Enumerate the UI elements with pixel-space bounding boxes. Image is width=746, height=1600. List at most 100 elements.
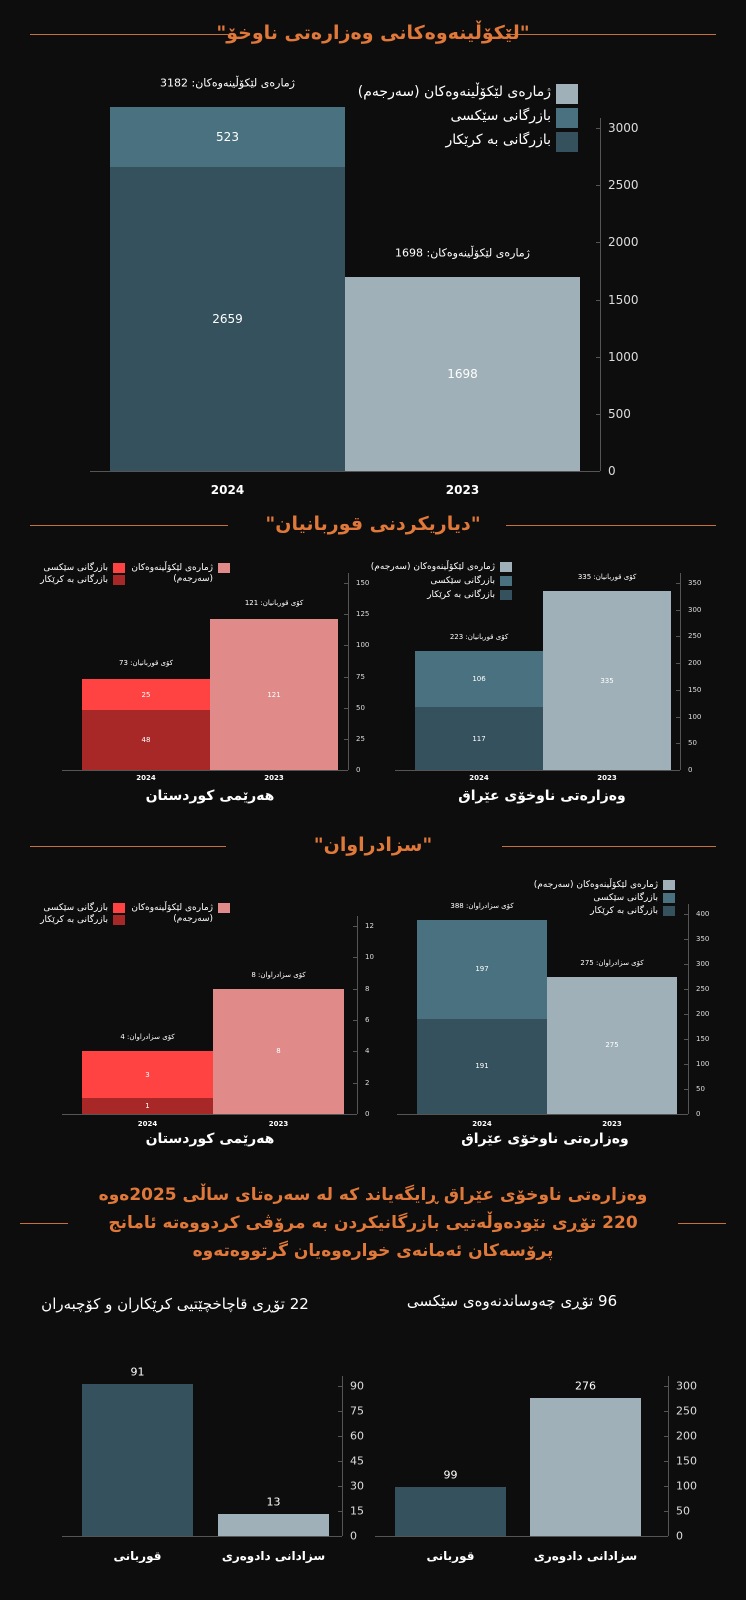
chart-legend: بازرگانی سێکسی بازرگانی بە کرێکار <box>40 563 125 587</box>
y-tick-label: 3000 <box>608 121 639 135</box>
y-tick-label: 0 <box>696 1110 701 1118</box>
y-tick-mark <box>676 663 680 665</box>
chart-legend: ژمارەی لێکۆڵینەوەکان (سەرجەم) <box>118 903 230 925</box>
narrative-line: پرۆسەکان ئەمانەی خوارەوەیان گرتووەتەوە <box>192 1241 554 1261</box>
y-axis-line <box>348 573 349 770</box>
legend-swatch <box>556 108 578 128</box>
legend-label: ژمارەی لێکۆڵینەوەکان (سەرجەم) <box>131 903 213 924</box>
chart-region-title: وەزارەتی ناوخۆی عێراق <box>458 788 626 804</box>
y-tick-label: 15 <box>350 1504 364 1518</box>
y-tick-label: 12 <box>365 922 374 930</box>
y-tick-label: 200 <box>696 1010 710 1018</box>
bar-segment-total <box>213 988 344 1114</box>
y-tick-label: 2000 <box>608 235 639 250</box>
y-tick-label: 2500 <box>608 178 639 193</box>
bar-segment-sexual <box>110 107 345 167</box>
legend-item-labor: بازرگانی بە کرێکار <box>40 575 125 587</box>
legend-swatch <box>500 562 512 572</box>
bar-total-label: کۆی قوربانیان: 73 <box>119 658 173 667</box>
bar-value-label: 91 <box>130 1365 145 1379</box>
bar-segment-labor <box>82 1384 193 1536</box>
legend-swatch <box>556 84 578 104</box>
legend-label: بازرگانی بە کرێکار <box>445 132 551 148</box>
y-tick-label: 350 <box>696 935 710 943</box>
chart-legend: بازرگانی سێکسی بازرگانی بە کرێکار <box>40 903 125 927</box>
y-tick-mark <box>684 1089 688 1090</box>
x-axis-line <box>395 770 680 771</box>
bar-value-label: 99 <box>443 1468 458 1481</box>
bar-value-label: 3 <box>145 1070 150 1079</box>
bar-segment-total <box>218 1514 329 1536</box>
y-tick-label: 50 <box>356 703 365 712</box>
y-tick-mark <box>338 1461 342 1462</box>
x-axis-line <box>62 1114 357 1115</box>
y-tick-label: 1000 <box>608 349 639 364</box>
legend-swatch <box>113 915 125 925</box>
y-tick-mark <box>353 957 357 959</box>
narrative-line: وەزارەتی ناوخۆی عێراق ڕایگەیاند کە لە سە… <box>98 1185 648 1205</box>
divider-line <box>20 1223 68 1224</box>
y-tick-label: 0 <box>356 766 361 774</box>
y-tick-mark <box>596 242 600 244</box>
legend-item-sexual: بازرگانی سێکسی <box>371 576 512 590</box>
legend-swatch <box>663 893 675 903</box>
x-category-label: قوربانی <box>426 1549 475 1563</box>
bar-total-label: ژمارەی لێکۆڵینەوەکان: 3182 <box>160 76 295 90</box>
y-tick-mark <box>684 1014 688 1015</box>
bar-segment-labor <box>395 1486 506 1536</box>
y-tick-mark <box>344 770 348 771</box>
narrative-line: 220 تۆڕی نێودەوڵەتیی بازرگانیکردن بە مرۆ… <box>108 1213 638 1233</box>
x-category-label: 2024 <box>137 1120 158 1128</box>
bar-segment-total <box>543 591 671 770</box>
divider-line <box>30 34 228 35</box>
y-tick-mark <box>664 1436 668 1437</box>
bar-segment-total <box>345 276 580 471</box>
bar-value-label: 523 <box>216 130 239 145</box>
bar-value-label: 1 <box>145 1102 150 1111</box>
chart-legend: ژمارەی لێکۆڵینەوەکان (سەرجەم) بازرگانی سێ… <box>358 84 578 156</box>
legend-label: بازرگانی بە کرێکار <box>40 915 108 925</box>
y-tick-mark <box>338 1486 342 1487</box>
y-tick-mark <box>353 1082 357 1084</box>
bar-segment-labor <box>82 1098 213 1114</box>
legend-label: ژمارەی لێکۆڵینەوەکان (سەرجەم) <box>370 562 495 572</box>
y-axis-line <box>680 573 681 770</box>
bar-segment-sexual <box>82 678 210 711</box>
x-axis-line <box>397 1114 688 1115</box>
y-tick-label: 1500 <box>608 292 639 307</box>
y-tick-label: 0 <box>350 1529 357 1543</box>
y-axis-line <box>342 1376 343 1536</box>
y-tick-mark <box>344 707 348 709</box>
bar-segment-sexual <box>417 920 547 1019</box>
legend-item-total: ژمارەی لێکۆڵینەوەکان (سەرجەم) <box>371 562 512 576</box>
y-axis-line <box>668 1376 669 1536</box>
y-tick-mark <box>684 1064 688 1065</box>
x-category-label: 2023 <box>445 483 480 497</box>
y-tick-label: 100 <box>688 712 702 721</box>
y-tick-label: 50 <box>676 1504 690 1518</box>
narrative-text: وەزارەتی ناوخۆی عێراق ڕایگەیاند کە لە سە… <box>73 1181 673 1265</box>
bar-value-label: 117 <box>472 734 486 743</box>
y-tick-mark <box>676 743 680 745</box>
legend-item-labor: بازرگانی بە کرێکار <box>534 906 675 919</box>
bar-value-label: 276 <box>575 1379 596 1393</box>
chart-region-title: وەزارەتی ناوخۆی عێراق <box>461 1131 629 1147</box>
y-tick-label: 25 <box>356 734 365 743</box>
bar-total-label: ژمارەی لێکۆڵینەوەکان: 1698 <box>395 246 530 260</box>
y-tick-mark <box>684 939 688 940</box>
y-tick-label: 100 <box>696 1060 710 1068</box>
x-category-label: 2023 <box>264 774 284 782</box>
y-tick-mark <box>596 299 600 301</box>
bar-segment-labor <box>417 1018 547 1114</box>
y-tick-label: 90 <box>350 1379 364 1393</box>
x-category-label: 2024 <box>469 774 489 782</box>
y-tick-label: 50 <box>696 1085 705 1093</box>
bar-total-label: کۆی سزادراوان: 275 <box>580 958 644 967</box>
legend-swatch <box>663 880 675 890</box>
y-tick-label: 200 <box>676 1429 697 1443</box>
y-tick-label: 300 <box>688 605 702 614</box>
bar-total-label: کۆی سزادراوان: 388 <box>450 902 514 910</box>
bar-total-label: کۆی قوربانیان: 121 <box>244 599 304 608</box>
x-category-label: 2023 <box>597 774 617 782</box>
y-tick-label: 0 <box>676 1529 683 1543</box>
